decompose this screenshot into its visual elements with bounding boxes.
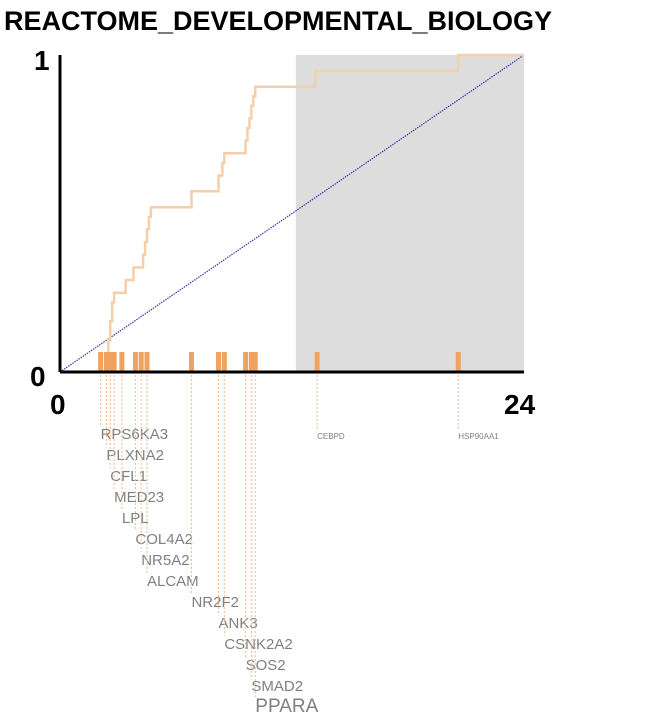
rug-mark	[138, 352, 144, 372]
chart-title: REACTOME_DEVELOPMENTAL_BIOLOGY	[4, 6, 552, 36]
y-tick-label: 0	[30, 361, 46, 392]
rug-mark	[314, 352, 320, 372]
gene-label: CSNK2A2	[224, 636, 292, 653]
gene-label: ANK3	[219, 615, 258, 632]
plot-area: RPS6KA3PLXNA2CFL1MED23LPLCOL4A2NR5A2ALCA…	[30, 45, 536, 717]
shaded-region	[295, 55, 524, 372]
x-tick-label: 24	[504, 389, 536, 420]
gene-label: PPARA	[255, 696, 318, 717]
rug-mark	[98, 352, 104, 372]
gene-label: SMAD2	[251, 678, 303, 695]
rug-mark	[216, 352, 222, 372]
rug-mark	[188, 352, 194, 372]
gene-label: CFL1	[110, 468, 147, 485]
gene-label: HSP90AA1	[458, 432, 499, 441]
gene-label: MED23	[114, 489, 164, 506]
gene-label: CEBPD	[317, 432, 345, 441]
gene-label: NR2F2	[191, 594, 239, 611]
x-tick-label: 0	[50, 389, 66, 420]
gene-label: COL4A2	[135, 531, 193, 548]
rug-mark	[252, 352, 258, 372]
rug-mark	[111, 352, 117, 372]
gene-label: ALCAM	[147, 573, 199, 590]
rug-mark	[107, 352, 113, 372]
gene-label: SOS2	[246, 657, 286, 674]
rug-mark	[119, 352, 125, 372]
rug-mark	[243, 352, 249, 372]
rug-mark	[103, 352, 109, 372]
rug-mark	[248, 352, 254, 372]
gene-label: LPL	[122, 510, 149, 527]
rug-mark	[221, 352, 227, 372]
rug-mark	[132, 352, 138, 372]
rug-mark	[455, 352, 461, 372]
gene-label: NR5A2	[141, 552, 189, 569]
rug-mark	[144, 352, 150, 372]
diagonal-reference-line	[59, 54, 525, 373]
enrichment-curve	[60, 53, 524, 374]
gene-label: RPS6KA3	[101, 426, 169, 443]
y-tick-label: 1	[34, 45, 50, 76]
